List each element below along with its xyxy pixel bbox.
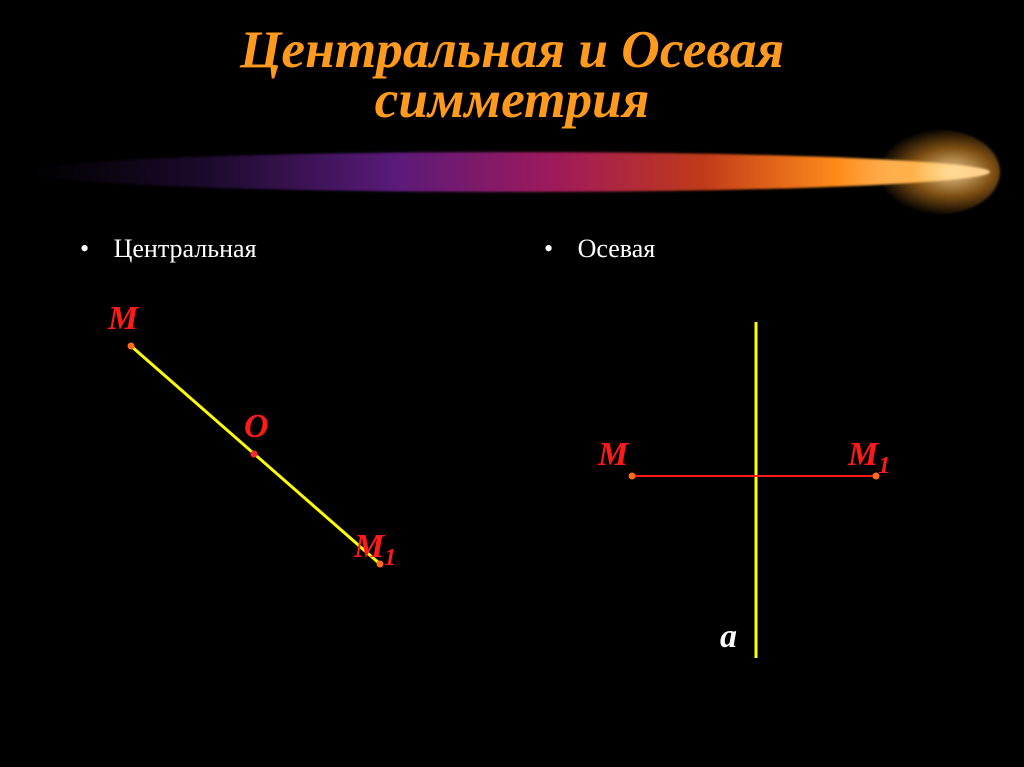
label-right-m1-sub: 1 — [878, 453, 890, 479]
slide: Центральная и Осевая симметрия Центральн… — [0, 0, 1024, 767]
label-axis-a: а — [720, 618, 737, 656]
point-right-m — [629, 473, 636, 480]
label-right-m: М — [598, 436, 628, 474]
right-diagram — [0, 0, 1024, 767]
label-right-m1: М1 — [848, 436, 890, 480]
label-right-m1-main: М — [848, 436, 878, 473]
